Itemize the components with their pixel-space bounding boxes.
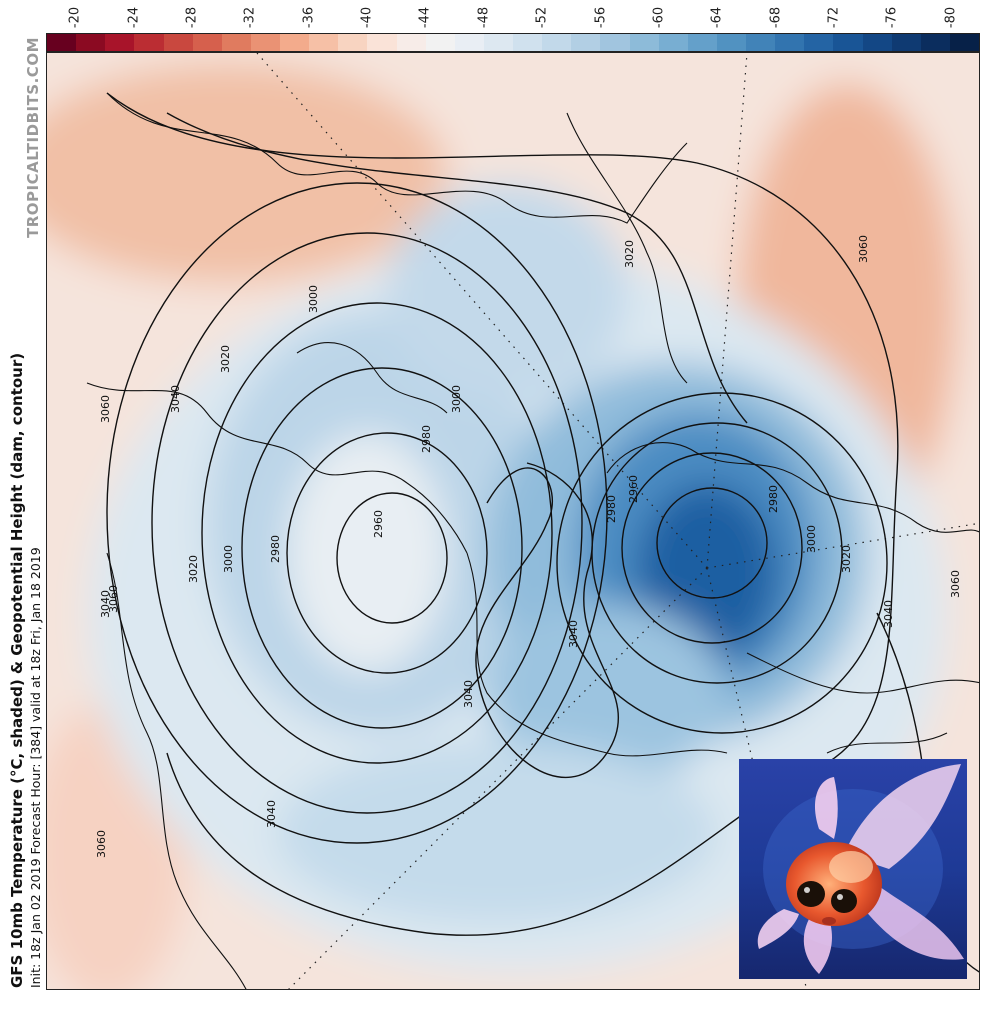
colorbar-tick-label: -40 <box>359 6 375 29</box>
dotted-meridians <box>256 53 979 989</box>
colorbar-swatch <box>949 34 979 51</box>
contour-label: 2980 <box>767 485 780 513</box>
contour-label: 2960 <box>627 475 640 503</box>
contour-label: 3000 <box>222 545 235 573</box>
colorbar-tick-label: -80 <box>943 6 959 29</box>
contour-label: 3020 <box>187 555 200 583</box>
colorbar-swatch <box>600 34 630 51</box>
contour-label: 3000 <box>805 525 818 553</box>
colorbar-swatch <box>47 34 77 51</box>
colorbar-swatch <box>250 34 280 51</box>
brand-watermark: TROPICALTIDBITS.COM <box>24 37 42 238</box>
contour-label: 3060 <box>949 570 962 598</box>
init-valid-line: Init: 18z Jan 02 2019 Forecast Hour: [38… <box>28 547 43 988</box>
contour-label: 3000 <box>450 385 463 413</box>
colorbar-swatch <box>105 34 135 51</box>
colorbar-tick-label: -20 <box>67 6 83 29</box>
colorbar-swatch <box>658 34 688 51</box>
colorbar-swatch <box>338 34 368 51</box>
contour-label: 2980 <box>269 535 282 563</box>
coastlines <box>86 92 979 989</box>
colorbar-swatch <box>134 34 164 51</box>
contour-label: 3020 <box>623 240 636 268</box>
colorbar-swatch <box>862 34 892 51</box>
colorbar-tick-label: -64 <box>709 6 725 29</box>
colorbar-swatch <box>833 34 863 51</box>
colorbar-swatch <box>920 34 950 51</box>
contour-label: 3040 <box>99 590 112 618</box>
height-contours <box>106 92 979 973</box>
colorbar-swatch <box>280 34 310 51</box>
contour-label: 3020 <box>219 345 232 373</box>
colorbar-swatch <box>221 34 251 51</box>
contour-label: 3060 <box>107 585 120 613</box>
colorbar-tick-label: -68 <box>768 6 784 29</box>
colorbar-tick-label: -60 <box>651 6 667 29</box>
colorbar-swatch <box>454 34 484 51</box>
contour-label: 3040 <box>265 800 278 828</box>
colorbar-swatch <box>367 34 397 51</box>
colorbar-swatch <box>542 34 572 51</box>
colorbar-swatch <box>309 34 339 51</box>
colorbar-tick-label: -28 <box>184 6 200 29</box>
colorbar-swatch <box>891 34 921 51</box>
contour-label: 2980 <box>605 495 618 523</box>
colorbar-swatch <box>804 34 834 51</box>
contour-label: 2980 <box>420 425 433 453</box>
colorbar-tick-label: -72 <box>826 6 842 29</box>
contour-label: 3040 <box>882 600 895 628</box>
contour-label: 3060 <box>857 235 870 263</box>
temperature-colorbar <box>46 33 980 52</box>
colorbar-tick-label: -32 <box>242 6 258 29</box>
contour-label: 3040 <box>462 680 475 708</box>
colorbar-swatch <box>775 34 805 51</box>
colorbar-swatch <box>746 34 776 51</box>
colorbar-swatch <box>687 34 717 51</box>
colorbar-swatch <box>629 34 659 51</box>
contour-label: 3060 <box>99 395 112 423</box>
colorbar-swatch <box>716 34 746 51</box>
colorbar-tick-label: -48 <box>476 6 492 29</box>
colorbar-swatch <box>483 34 513 51</box>
colorbar-tick-label: -36 <box>301 6 317 29</box>
colorbar-tick-labels: -20 -24 -28 -32 -36 -40 -44 -48 -52 -56 -60 -64 -68 -… <box>46 0 980 33</box>
colorbar-tick-label: -44 <box>417 6 433 29</box>
colorbar-tick-label: -56 <box>593 6 609 29</box>
contour-labels: 3060 3040 3020 3000 2980 2960 3000 3020 … <box>95 235 962 858</box>
temperature-shading <box>47 53 979 989</box>
colorbar-tick-label: -24 <box>126 6 142 29</box>
contour-label: 3060 <box>95 830 108 858</box>
contour-label: 2960 <box>372 510 385 538</box>
goldfish-photo <box>739 759 967 979</box>
colorbar-tick-label: -52 <box>534 6 550 29</box>
colorbar-swatch <box>76 34 106 51</box>
contour-label: 3020 <box>840 545 853 573</box>
colorbar-swatch <box>513 34 543 51</box>
colorbar-swatch <box>396 34 426 51</box>
polar-stereographic-map: 3060 3040 3020 3000 2980 2960 3000 3020 … <box>46 52 980 990</box>
contour-label: 3040 <box>169 385 182 413</box>
contour-label: 3000 <box>307 285 320 313</box>
colorbar-swatch <box>192 34 222 51</box>
colorbar-tick-label: -76 <box>884 6 900 29</box>
contour-label: 3040 <box>567 620 580 648</box>
colorbar-swatch <box>425 34 455 51</box>
map-title: GFS 10mb Temperature (°C, shaded) & Geop… <box>8 352 26 988</box>
colorbar-swatch <box>571 34 601 51</box>
colorbar-swatch <box>163 34 193 51</box>
